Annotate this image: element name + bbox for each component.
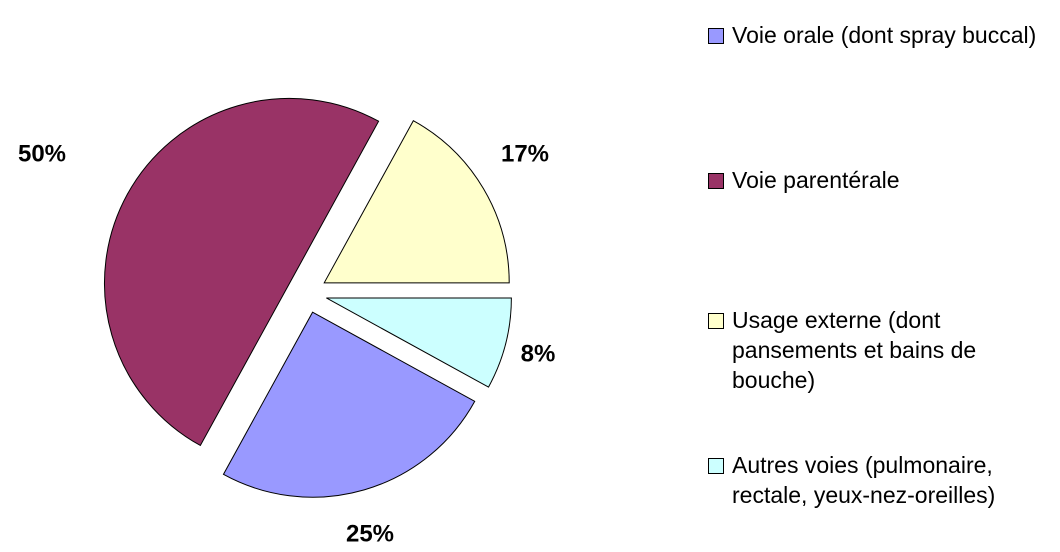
legend-swatch [708, 458, 724, 474]
pie-slice [104, 97, 380, 447]
legend-label: Autres voies (pulmonaire, rectale, yeux-… [732, 452, 996, 508]
legend-swatch [708, 173, 724, 189]
pie-slice [326, 297, 512, 388]
pie-slice [222, 311, 476, 498]
legend-label: Voie parentérale [732, 167, 900, 193]
legend-swatch [708, 28, 724, 44]
legend-label: Usage externe (dont pansements et bains … [732, 307, 977, 393]
legend-item: Autres voies (pulmonaire, rectale, yeux-… [708, 450, 1048, 510]
value-label: 50% [18, 140, 66, 167]
value-label: 17% [501, 140, 549, 167]
value-label: 8% [521, 340, 556, 367]
legend-swatch [708, 313, 724, 329]
pie-area: 25% 50% 17% 8% [18, 97, 556, 547]
legend-label: Voie orale (dont spray buccal) [732, 22, 1037, 48]
legend-item: Usage externe (dont pansements et bains … [708, 305, 1048, 395]
legend-item: Voie orale (dont spray buccal) [708, 20, 1048, 50]
value-label: 25% [346, 520, 394, 547]
legend-item: Voie parentérale [708, 165, 1048, 195]
pie-slice [323, 120, 510, 284]
